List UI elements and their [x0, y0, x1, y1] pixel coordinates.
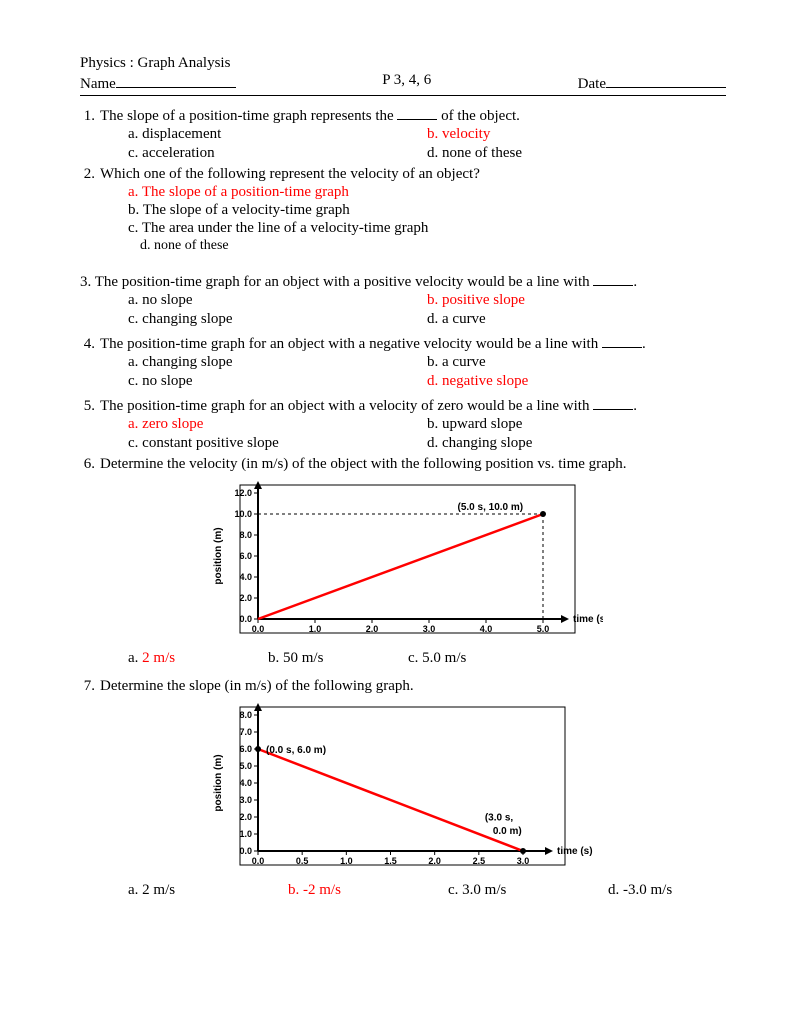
q3-text: 3. The position-time graph for an object…: [80, 274, 637, 290]
svg-text:5.0: 5.0: [537, 624, 550, 634]
q7-text: Determine the slope (in m/s) of the foll…: [100, 678, 414, 694]
svg-text:8.0: 8.0: [239, 530, 252, 540]
chart-7: 0.0 1.0 2.0 3.0 4.0 5.0 6.0 7.0 8.0 0.0 0.5 1.0 1.5 2…: [80, 703, 726, 878]
q1-opt-d: d. none of these: [427, 145, 726, 162]
q4-opt-c: c. no slope: [128, 373, 427, 390]
q3-opt-c: c. changing slope: [128, 311, 427, 328]
q6-answers: a. 2 m/s b. 50 m/s c. 5.0 m/s: [128, 650, 726, 667]
svg-text:(5.0 s, 10.0 m): (5.0 s, 10.0 m): [458, 502, 524, 513]
q6-text: Determine the velocity (in m/s) of the o…: [100, 456, 627, 472]
svg-text:2.0: 2.0: [428, 856, 441, 866]
q5-text: The position-time graph for an object wi…: [100, 398, 637, 414]
q3-opt-b: b. positive slope: [427, 292, 726, 309]
svg-text:(0.0 s, 6.0 m): (0.0 s, 6.0 m): [266, 745, 326, 756]
question-4: 4.The position-time graph for an object …: [80, 332, 726, 391]
svg-text:3.0: 3.0: [239, 795, 252, 805]
q5-opt-b: b. upward slope: [427, 416, 726, 433]
svg-text:position (m): position (m): [213, 754, 224, 811]
svg-text:0.0: 0.0: [239, 846, 252, 856]
q4-opt-b: b. a curve: [427, 354, 726, 371]
svg-text:0.0: 0.0: [252, 624, 265, 634]
svg-text:1.5: 1.5: [384, 856, 397, 866]
svg-text:time (s): time (s): [573, 614, 603, 625]
q1-opt-c: c. acceleration: [128, 145, 427, 162]
svg-text:3.0: 3.0: [517, 856, 530, 866]
svg-text:0.0: 0.0: [252, 856, 265, 866]
question-5: 5.The position-time graph for an object …: [80, 394, 726, 453]
date-label: Date: [578, 72, 726, 93]
q5-opt-c: c. constant positive slope: [128, 435, 427, 452]
svg-text:0.5: 0.5: [296, 856, 309, 866]
question-7: 7.Determine the slope (in m/s) of the fo…: [80, 678, 726, 695]
svg-text:6.0: 6.0: [239, 551, 252, 561]
svg-text:1.0: 1.0: [239, 829, 252, 839]
doc-title: Physics : Graph Analysis: [80, 55, 230, 72]
svg-text:3.0: 3.0: [423, 624, 436, 634]
question-2: 2.Which one of the following represent t…: [80, 166, 726, 254]
svg-text:2.0: 2.0: [239, 593, 252, 603]
q4-opt-a: a. changing slope: [128, 354, 427, 371]
periods: P 3, 4, 6: [382, 72, 431, 93]
name-label: Name: [80, 72, 236, 93]
q3-opt-a: a. no slope: [128, 292, 427, 309]
q7-opt-d: d. -3.0 m/s: [608, 882, 708, 899]
q4-opt-d: d. negative slope: [427, 373, 726, 390]
q7-opt-a: a. 2 m/s: [128, 882, 228, 899]
svg-text:4.0: 4.0: [480, 624, 493, 634]
q1-opt-a: a. displacement: [128, 126, 427, 143]
header-row-2: Name P 3, 4, 6 Date: [80, 72, 726, 93]
q2-opt-a: a. The slope of a position-time graph: [128, 184, 726, 201]
svg-text:time (s): time (s): [557, 846, 593, 857]
svg-text:position (m): position (m): [213, 527, 224, 584]
svg-text:10.0: 10.0: [234, 509, 252, 519]
svg-text:4.0: 4.0: [239, 778, 252, 788]
q7-opt-b: b. -2 m/s: [288, 882, 388, 899]
q2-opt-b: b. The slope of a velocity-time graph: [128, 202, 726, 219]
svg-text:1.0: 1.0: [340, 856, 353, 866]
header-divider: [80, 95, 726, 96]
svg-text:0.0: 0.0: [239, 614, 252, 624]
q4-text: The position-time graph for an object wi…: [100, 336, 646, 352]
svg-text:8.0: 8.0: [239, 710, 252, 720]
svg-text:2.5: 2.5: [473, 856, 486, 866]
svg-text:4.0: 4.0: [239, 572, 252, 582]
q6-opt-c: c. 5.0 m/s: [408, 650, 508, 667]
q5-opt-d: d. changing slope: [427, 435, 726, 452]
svg-text:6.0: 6.0: [239, 744, 252, 754]
svg-text:1.0: 1.0: [309, 624, 322, 634]
q7-opt-c: c. 3.0 m/s: [448, 882, 548, 899]
svg-text:7.0: 7.0: [239, 727, 252, 737]
header-row-1: Physics : Graph Analysis: [80, 55, 726, 72]
q1-opt-b: b. velocity: [427, 126, 726, 143]
svg-text:5.0: 5.0: [239, 761, 252, 771]
svg-text:2.0: 2.0: [239, 812, 252, 822]
question-3: 3. The position-time graph for an object…: [80, 270, 726, 329]
question-6: 6.Determine the velocity (in m/s) of the…: [80, 456, 726, 473]
svg-text:(3.0 s,: (3.0 s,: [485, 812, 514, 823]
q2-text: Which one of the following represent the…: [100, 166, 480, 182]
q2-opt-d: d. none of these: [140, 238, 726, 254]
chart-6: 0.0 2.0 4.0 6.0 8.0 10.0 12.0 0.0 1.0 2.0 3.0 4.0 5.…: [80, 481, 726, 646]
q3-opt-d: d. a curve: [427, 311, 726, 328]
q5-opt-a: a. zero slope: [128, 416, 427, 433]
q6-opt-b: b. 50 m/s: [268, 650, 368, 667]
q7-answers: a. 2 m/s b. -2 m/s c. 3.0 m/s d. -3.0 m/…: [128, 882, 726, 899]
svg-text:0.0 m): 0.0 m): [493, 826, 522, 837]
q2-opt-c: c. The area under the line of a velocity…: [128, 220, 726, 237]
q1-text: The slope of a position-time graph repre…: [100, 108, 520, 124]
svg-text:2.0: 2.0: [366, 624, 379, 634]
svg-text:12.0: 12.0: [234, 488, 252, 498]
q6-opt-a: a. 2 m/s: [128, 650, 228, 667]
question-1: 1.The slope of a position-time graph rep…: [80, 104, 726, 163]
